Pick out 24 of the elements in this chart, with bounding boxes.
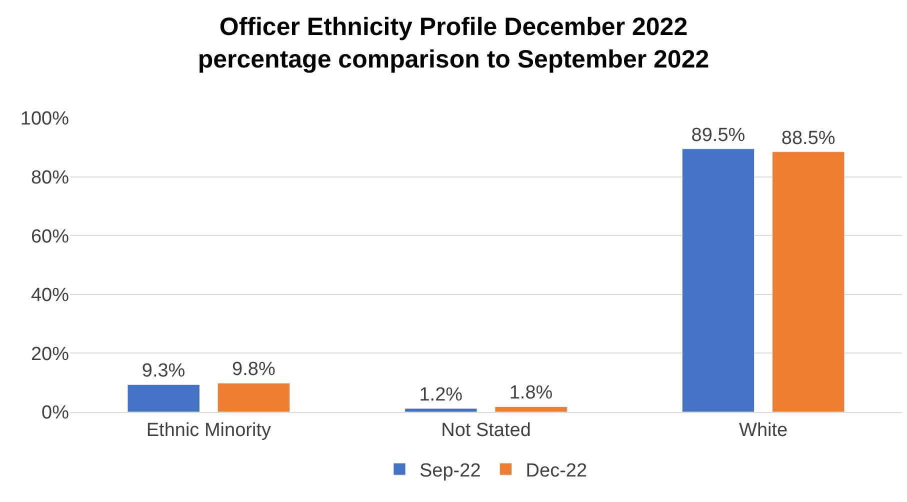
legend-label: Sep-22 bbox=[420, 460, 481, 482]
data-label: 89.5% bbox=[691, 124, 746, 146]
bar bbox=[772, 152, 845, 412]
bar bbox=[682, 148, 755, 412]
y-tick-label: 0% bbox=[42, 402, 70, 424]
x-tick-label: White bbox=[739, 420, 788, 441]
y-tick-label: 100% bbox=[20, 108, 70, 130]
data-label: 1.8% bbox=[509, 382, 553, 404]
legend-label: Dec-22 bbox=[526, 460, 588, 482]
y-tick-label: 20% bbox=[30, 344, 70, 365]
y-tick-label: 80% bbox=[30, 167, 70, 188]
x-tick-label: Not Stated bbox=[441, 420, 531, 441]
bar bbox=[494, 406, 568, 412]
x-tick-label: Ethnic Minority bbox=[146, 420, 272, 441]
data-label: 9.3% bbox=[142, 360, 186, 382]
data-label: 9.8% bbox=[232, 359, 276, 380]
bar bbox=[217, 382, 290, 412]
y-tick-label: 60% bbox=[30, 226, 70, 248]
bar bbox=[404, 408, 478, 412]
chart-title: Officer Ethnicity Profile December 2022 percentage comparison to September 2022 bbox=[198, 13, 710, 74]
y-tick-label: 40% bbox=[30, 285, 70, 306]
data-label: 88.5% bbox=[781, 128, 836, 149]
data-label: 1.2% bbox=[419, 384, 463, 406]
bar bbox=[127, 384, 200, 412]
